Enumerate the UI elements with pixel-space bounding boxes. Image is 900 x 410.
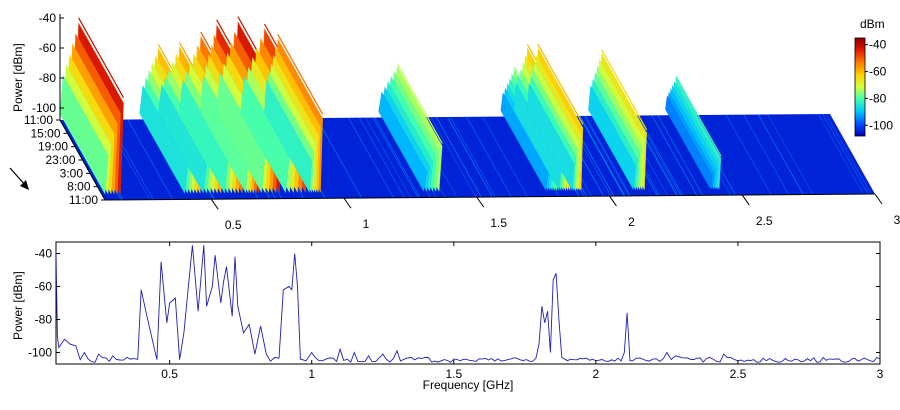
time-tick-label: 11:00 bbox=[24, 113, 53, 127]
x-tick-label: 2.5 bbox=[756, 214, 773, 228]
x-tick-label: 2 bbox=[593, 367, 600, 381]
waterfall-y-label: Power [dBm] bbox=[11, 43, 25, 112]
time-tick-label: 19:00 bbox=[38, 140, 68, 154]
x-tick-mark bbox=[477, 197, 484, 207]
z-tick-label: -80 bbox=[39, 71, 57, 85]
x-tick-mark bbox=[211, 199, 218, 209]
time-tick-label: 15:00 bbox=[30, 126, 60, 140]
x-tick-label: 0.5 bbox=[225, 218, 242, 232]
waterfall-z-ticks: -40 -60 -80 -100 bbox=[32, 11, 64, 115]
y-tick-label: -80 bbox=[35, 312, 53, 326]
x-tick-mark bbox=[609, 196, 616, 206]
colorbar-ticks: -40 -60 -80 -100 bbox=[865, 38, 893, 133]
x-tick-mark bbox=[742, 195, 749, 205]
colorbar-gradient bbox=[855, 38, 865, 136]
y-tick-label: -40 bbox=[35, 247, 53, 261]
y-tick-label: -100 bbox=[28, 345, 52, 359]
x-tick-label: 1 bbox=[363, 217, 370, 231]
x-tick-mark bbox=[875, 194, 882, 204]
time-tick-label: 23:00 bbox=[45, 153, 75, 167]
spectrum-chart: -40-60-80-100 0.5 1 1.5 2 2.5 3 Power [dBm] F… bbox=[11, 242, 884, 392]
x-tick-label: 1 bbox=[308, 367, 315, 381]
colorbar-tick-label: -80 bbox=[869, 91, 887, 105]
colorbar-title: dBm bbox=[860, 17, 885, 31]
x-tick-mark bbox=[344, 198, 351, 208]
x-tick-label: 3 bbox=[877, 367, 884, 381]
waterfall-x-ticks: 0.5 1 1.5 2 2.5 3 bbox=[211, 194, 900, 232]
x-tick-label: 0.5 bbox=[161, 367, 178, 381]
time-tick-label: 11:00 bbox=[69, 193, 98, 207]
spectrum-y-label: Power [dBm] bbox=[11, 271, 25, 340]
x-tick-label: 3 bbox=[894, 213, 900, 227]
colorbar-tick-label: -60 bbox=[869, 65, 887, 79]
waterfall-chart: -40-60-80-100 11:0015:0019:0023:003:008:… bbox=[10, 11, 900, 232]
y-tick-label: -60 bbox=[35, 280, 53, 294]
colorbar-tick-label: -100 bbox=[869, 118, 893, 132]
z-tick-label: -60 bbox=[39, 41, 57, 55]
z-tick-label: -40 bbox=[39, 11, 57, 25]
time-tick-label: 8:00 bbox=[67, 180, 91, 194]
time-tick-label: 3:00 bbox=[60, 166, 84, 180]
x-tick-label: 2 bbox=[628, 215, 635, 229]
spectrum-x-label: Frequency [GHz] bbox=[423, 378, 514, 392]
x-tick-label: 2.5 bbox=[730, 367, 747, 381]
colorbar: dBm -40 -60 -80 -100 bbox=[855, 17, 893, 136]
x-tick-label: 1.5 bbox=[490, 216, 507, 230]
colorbar-tick-label: -40 bbox=[869, 38, 887, 52]
time-arrow bbox=[10, 168, 29, 190]
spectrum-plot-area bbox=[56, 242, 880, 364]
